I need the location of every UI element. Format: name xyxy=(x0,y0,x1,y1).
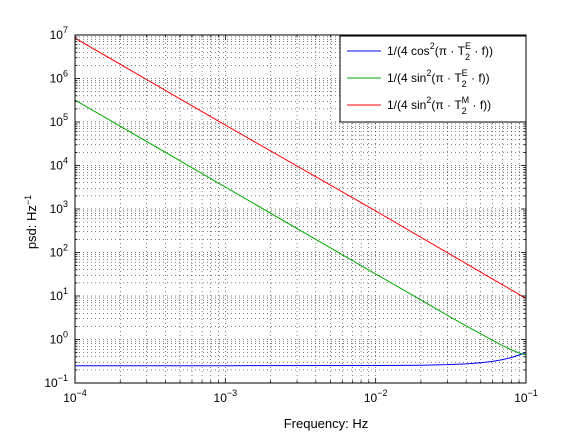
axis-ticks xyxy=(74,35,526,384)
y-tick-label: 101 xyxy=(50,286,68,303)
y-tick-label: 104 xyxy=(50,156,68,173)
y-tick-label: 106 xyxy=(50,69,68,86)
y-tick-label: 107 xyxy=(50,25,68,42)
y-axis-label-exponent: −1 xyxy=(23,195,33,205)
x-tick-label: 10−1 xyxy=(514,388,538,405)
y-tick-labels: 10−1 100 101 102 103 104 105 106 107 xyxy=(44,25,68,390)
y-tick-label: 103 xyxy=(50,199,68,216)
legend: 1/(4 cos2(π · T2E · f)) 1/(4 sin2(π · T2E… xyxy=(339,35,527,123)
x-tick-label: 10−4 xyxy=(63,388,87,405)
legend-label-2: 1/(4 sin2(π · T2E · f)) xyxy=(387,68,490,89)
legend-box xyxy=(339,35,527,123)
series-line-3 xyxy=(74,37,527,299)
y-tick-label: 102 xyxy=(50,243,68,260)
y-tick-label: 10−1 xyxy=(44,373,68,390)
y-axis-label-text: psd: Hz xyxy=(24,205,39,249)
y-tick-label: 100 xyxy=(50,330,68,347)
x-tick-label: 10−2 xyxy=(364,388,388,405)
legend-label-3: 1/(4 sin2(π · T2M · f)) xyxy=(387,95,491,116)
series-line-2 xyxy=(74,99,527,356)
x-tick-labels: 10−4 10−3 10−2 10−1 xyxy=(63,388,538,405)
series-layer xyxy=(74,37,527,367)
y-tick-label: 105 xyxy=(50,112,68,129)
y-axis-label: psd: Hz−1 xyxy=(23,195,39,249)
legend-label-1: 1/(4 cos2(π · T2E · f)) xyxy=(387,41,493,62)
x-tick-label: 10−3 xyxy=(214,388,238,405)
x-axis-label: Frequency: Hz xyxy=(284,416,369,431)
series-line-1 xyxy=(75,352,527,367)
